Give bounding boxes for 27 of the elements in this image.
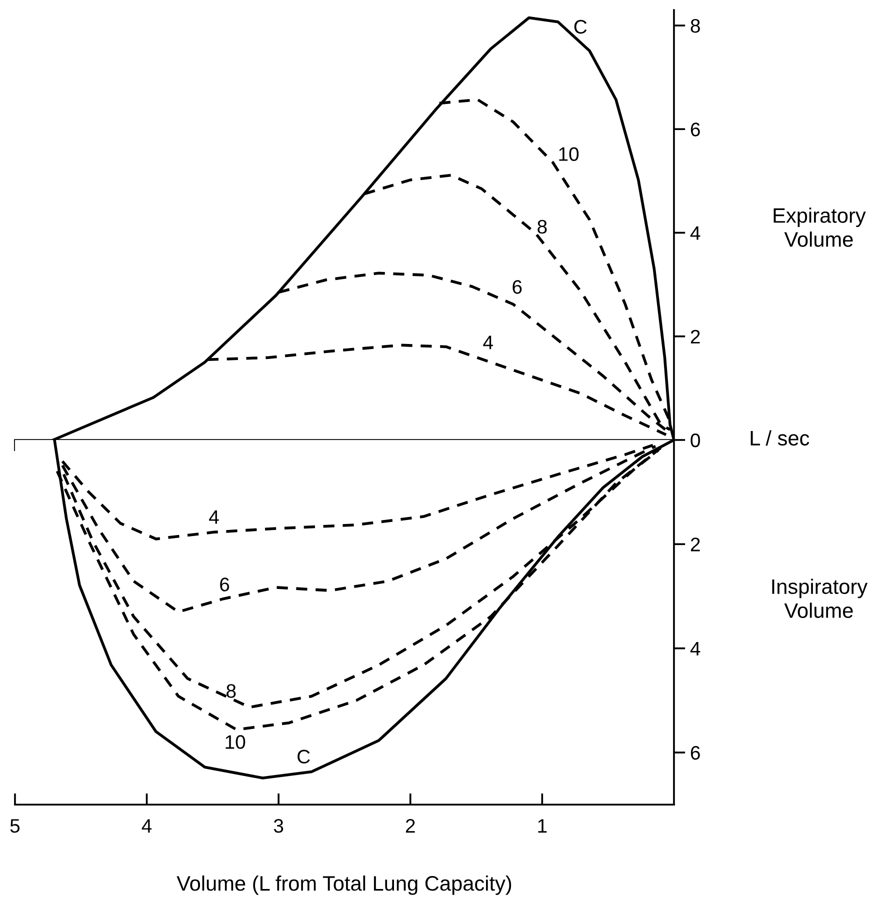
annotation: 8 <box>538 220 547 234</box>
y-tick-label: 0 <box>690 433 700 448</box>
annotation: C <box>298 750 310 764</box>
annotation: 6 <box>220 578 230 592</box>
annotation: 4 <box>209 510 219 524</box>
annotation: 10 <box>559 147 579 161</box>
y-tick-label: 4 <box>690 226 700 240</box>
y-tick-label: 4 <box>690 642 700 656</box>
annotation: C <box>574 20 587 34</box>
x-tick-label: 4 <box>142 819 152 833</box>
y-tick-label: 6 <box>690 746 700 760</box>
x-tick-label: 2 <box>406 819 415 833</box>
annotation: 6 <box>512 280 522 294</box>
x-tick-label: 5 <box>10 819 20 833</box>
x-axis-title: Volume (L from Total Lung Capacity) <box>176 876 512 895</box>
x-tick-label: 3 <box>274 819 284 833</box>
y-tick-label: 2 <box>690 538 700 552</box>
y-axis-title: L / sec <box>750 430 810 446</box>
text: Expiratory Volume <box>774 208 866 247</box>
annotation: 8 <box>226 684 236 698</box>
text: Inspiratory Volume <box>772 578 868 618</box>
x-tick-label: 1 <box>538 819 547 833</box>
annotation: 4 <box>483 336 493 350</box>
y-tick-label: 6 <box>690 122 700 136</box>
y-tick-label: 8 <box>690 18 700 33</box>
y-tick-label: 2 <box>690 330 700 344</box>
annotation: 10 <box>226 735 246 749</box>
